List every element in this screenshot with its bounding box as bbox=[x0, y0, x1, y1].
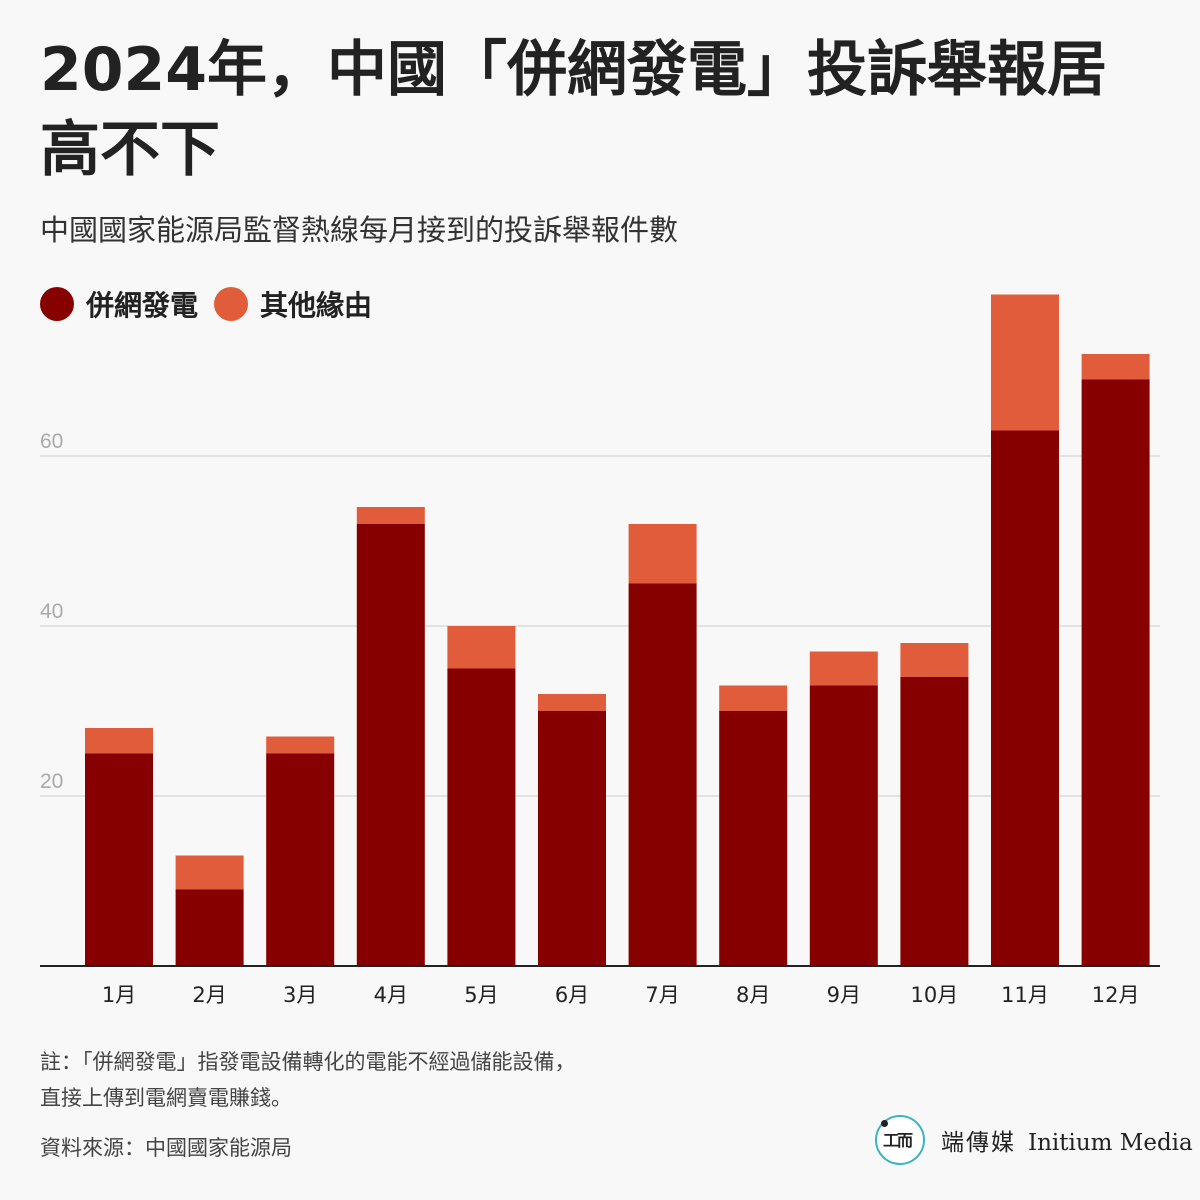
brand-name-cn: 端傳媒 bbox=[941, 1130, 1016, 1156]
bar-other-4 bbox=[356, 507, 425, 524]
footnote-line-1: 註：「併網發電」指發電設備轉化的電能不經過儲能設備， bbox=[40, 1050, 576, 1074]
bar-grid-connected-11 bbox=[991, 430, 1059, 966]
bar-other-3 bbox=[266, 736, 335, 754]
bar-grid-connected-8 bbox=[719, 711, 788, 966]
legend-item-other: 其他緣由 bbox=[214, 284, 372, 324]
bar-other-5 bbox=[447, 626, 516, 669]
x-tick-label: 1月 bbox=[102, 983, 136, 1007]
bar-other-2 bbox=[175, 855, 244, 890]
legend: 併網發電 其他緣由 bbox=[40, 284, 388, 324]
legend-item-grid-connected: 併網發電 bbox=[40, 284, 198, 324]
legend-label-grid-connected: 併網發電 bbox=[86, 289, 199, 322]
bar-grid-connected-12 bbox=[1081, 379, 1150, 966]
bar-other-7 bbox=[628, 524, 697, 584]
brand: 工而 端傳媒 Initium Media bbox=[875, 1115, 1193, 1165]
bar-other-6 bbox=[538, 694, 606, 711]
footnote: 註：「併網發電」指發電設備轉化的電能不經過儲能設備， 直接上傳到電網賣電賺錢。 bbox=[40, 1044, 740, 1116]
source-text: 資料來源：中國國家能源局 bbox=[40, 1136, 292, 1160]
bar-other-8 bbox=[719, 685, 788, 711]
bar-grid-connected-4 bbox=[356, 524, 425, 966]
legend-label-other: 其他緣由 bbox=[260, 289, 373, 322]
legend-swatch-grid-connected bbox=[40, 287, 74, 321]
bar-other-1 bbox=[85, 728, 153, 754]
bar-other-12 bbox=[1081, 354, 1150, 380]
chart-title: 2024年，中國「併網發電」投訴舉報居高不下 bbox=[40, 35, 1107, 185]
y-tick-label: 40 bbox=[40, 600, 63, 623]
bar-grid-connected-1 bbox=[85, 753, 153, 966]
bar-other-11 bbox=[991, 294, 1059, 431]
x-tick-label: 11月 bbox=[1001, 983, 1049, 1007]
legend-swatch-other bbox=[214, 287, 249, 321]
bar-other-10 bbox=[900, 643, 969, 677]
x-tick-label: 5月 bbox=[464, 983, 498, 1007]
y-tick-label: 60 bbox=[40, 430, 63, 453]
brand-name-en: Initium Media bbox=[1028, 1130, 1193, 1156]
x-tick-label: 8月 bbox=[736, 983, 770, 1007]
bar-grid-connected-10 bbox=[900, 677, 969, 966]
footnote-line-2: 直接上傳到電網賣電賺錢。 bbox=[40, 1086, 292, 1110]
x-tick-label: 4月 bbox=[374, 983, 408, 1007]
bar-grid-connected-5 bbox=[447, 668, 516, 966]
bar-grid-connected-3 bbox=[266, 753, 335, 966]
bar-grid-connected-6 bbox=[538, 711, 606, 966]
brand-logo-icon: 工而 bbox=[875, 1115, 925, 1165]
x-tick-label: 9月 bbox=[827, 983, 861, 1007]
bar-grid-connected-7 bbox=[628, 583, 697, 966]
x-tick-label: 12月 bbox=[1092, 983, 1140, 1007]
chart-subtitle: 中國國家能源局監督熱線每月接到的投訴舉報件數 bbox=[40, 213, 679, 247]
bar-grid-connected-2 bbox=[175, 889, 244, 966]
bar-grid-connected-9 bbox=[809, 685, 878, 966]
x-tick-label: 2月 bbox=[192, 983, 226, 1007]
x-tick-label: 6月 bbox=[555, 983, 589, 1007]
x-tick-label: 3月 bbox=[283, 983, 317, 1007]
bar-other-9 bbox=[809, 651, 878, 686]
x-tick-label: 10月 bbox=[911, 983, 959, 1007]
y-tick-label: 20 bbox=[40, 770, 63, 793]
x-tick-label: 7月 bbox=[645, 983, 679, 1007]
